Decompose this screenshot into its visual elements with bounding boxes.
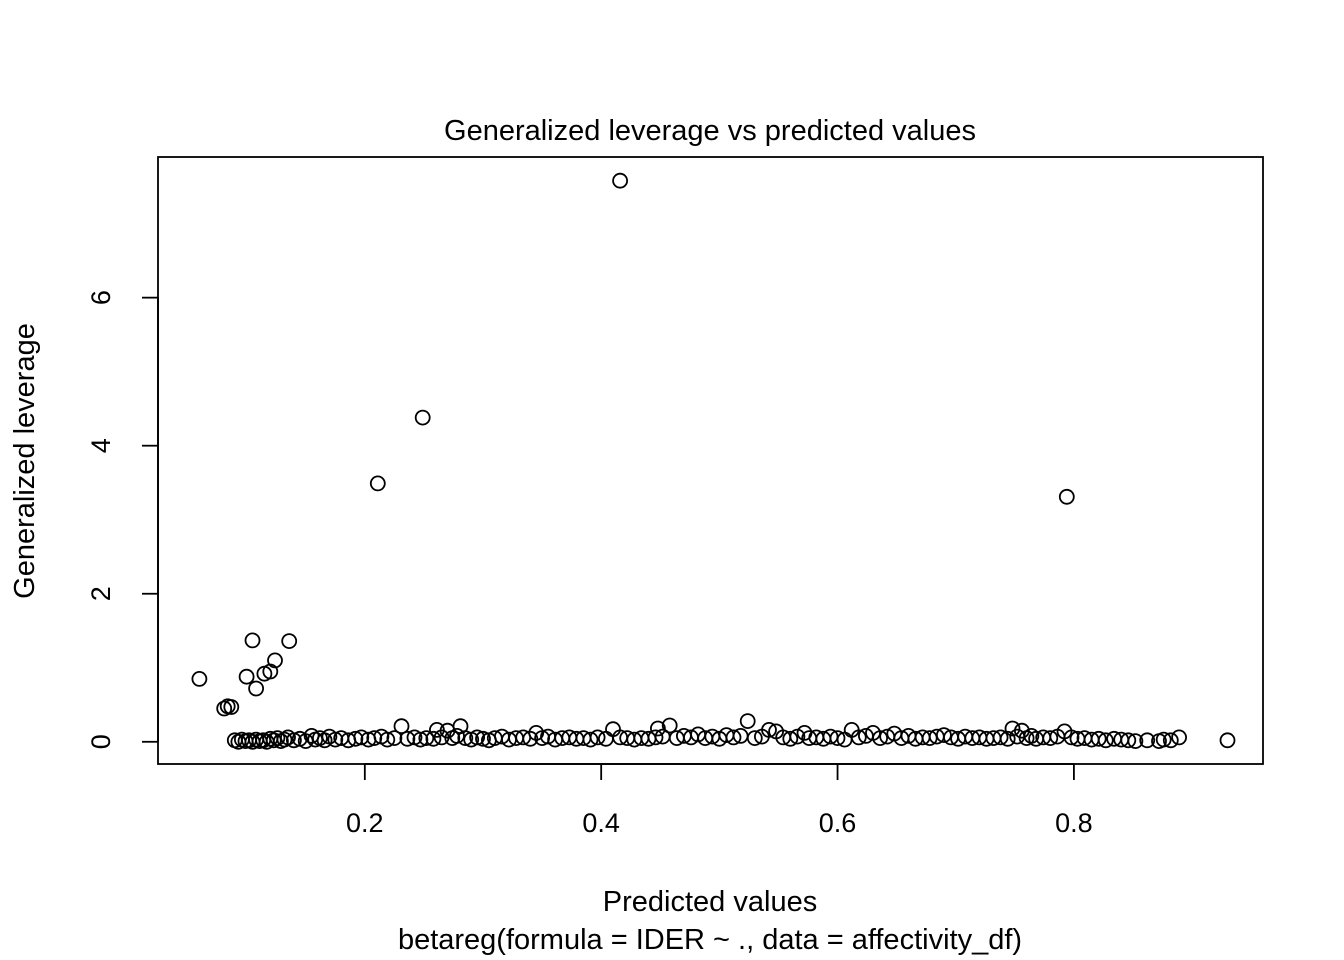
data-point <box>992 729 1009 746</box>
data-point <box>589 729 606 746</box>
x-axis-label: Predicted values <box>603 886 817 918</box>
data-point <box>746 730 763 746</box>
data-point <box>650 720 666 737</box>
data-point <box>647 729 664 746</box>
data-point <box>598 730 614 747</box>
data-point <box>269 730 286 746</box>
data-point <box>1090 730 1107 747</box>
y-axis: 0 2 4 6 <box>86 290 159 749</box>
data-point <box>369 475 386 492</box>
data-point <box>761 722 777 738</box>
data-point <box>276 731 293 748</box>
data-point <box>353 729 370 746</box>
data-point <box>1139 732 1156 749</box>
data-point <box>725 729 742 746</box>
data-point <box>457 730 474 746</box>
data-point <box>238 668 255 685</box>
data-point <box>1120 732 1137 749</box>
data-point <box>739 713 756 729</box>
data-point <box>412 731 429 748</box>
data-point <box>1155 731 1172 748</box>
data-point <box>475 730 491 747</box>
data-point <box>316 732 333 749</box>
data-point <box>782 730 799 747</box>
data-point <box>393 718 410 735</box>
data-point <box>219 698 236 715</box>
data-point <box>582 731 599 748</box>
x-tick-label: 0.8 <box>1055 808 1093 838</box>
data-point <box>449 728 465 744</box>
data-point <box>1063 729 1080 746</box>
data-point <box>850 729 867 746</box>
data-point <box>1004 720 1021 737</box>
data-point <box>469 729 486 746</box>
x-tick-label: 0.6 <box>819 808 857 838</box>
data-point <box>1127 733 1144 749</box>
y-tick-label: 2 <box>86 586 116 601</box>
y-tick-label: 6 <box>86 290 116 305</box>
y-tick-label: 4 <box>86 438 116 453</box>
data-point <box>191 671 208 687</box>
y-axis-label: Generalized leverage <box>9 323 41 599</box>
data-point <box>425 730 442 747</box>
data-point <box>418 730 435 746</box>
data-point <box>1162 732 1179 749</box>
x-axis: 0.2 0.4 0.6 0.8 <box>346 763 1093 838</box>
data-point <box>872 730 888 746</box>
x-tick-label: 0.2 <box>346 808 384 838</box>
data-point <box>1042 730 1059 746</box>
data-point <box>829 730 846 746</box>
x-tick-label: 0.4 <box>582 808 620 838</box>
data-point <box>936 727 952 743</box>
data-point <box>1058 488 1075 505</box>
data-point <box>1097 732 1114 749</box>
data-point <box>379 731 396 748</box>
chart-subtitle: betareg(formula = IDER ~ ., data = affec… <box>398 924 1022 956</box>
data-point <box>244 632 261 649</box>
data-point <box>256 665 273 682</box>
data-point <box>661 717 678 734</box>
data-point <box>1219 732 1236 749</box>
data-point <box>281 633 298 649</box>
data-point <box>522 730 539 747</box>
data-point <box>216 700 233 717</box>
data-point <box>399 730 416 747</box>
plot-frame <box>157 156 1264 765</box>
data-point <box>386 730 403 746</box>
data-point <box>327 731 344 748</box>
data-points <box>191 172 1236 750</box>
data-point <box>612 172 628 189</box>
y-tick-label: 0 <box>86 734 116 749</box>
data-point <box>285 732 302 749</box>
data-point <box>414 409 431 426</box>
data-point <box>999 730 1016 747</box>
data-point <box>347 730 364 747</box>
chart-title: Generalized leverage vs predicted values <box>444 115 976 147</box>
data-point <box>248 680 265 697</box>
data-point <box>1171 729 1187 746</box>
